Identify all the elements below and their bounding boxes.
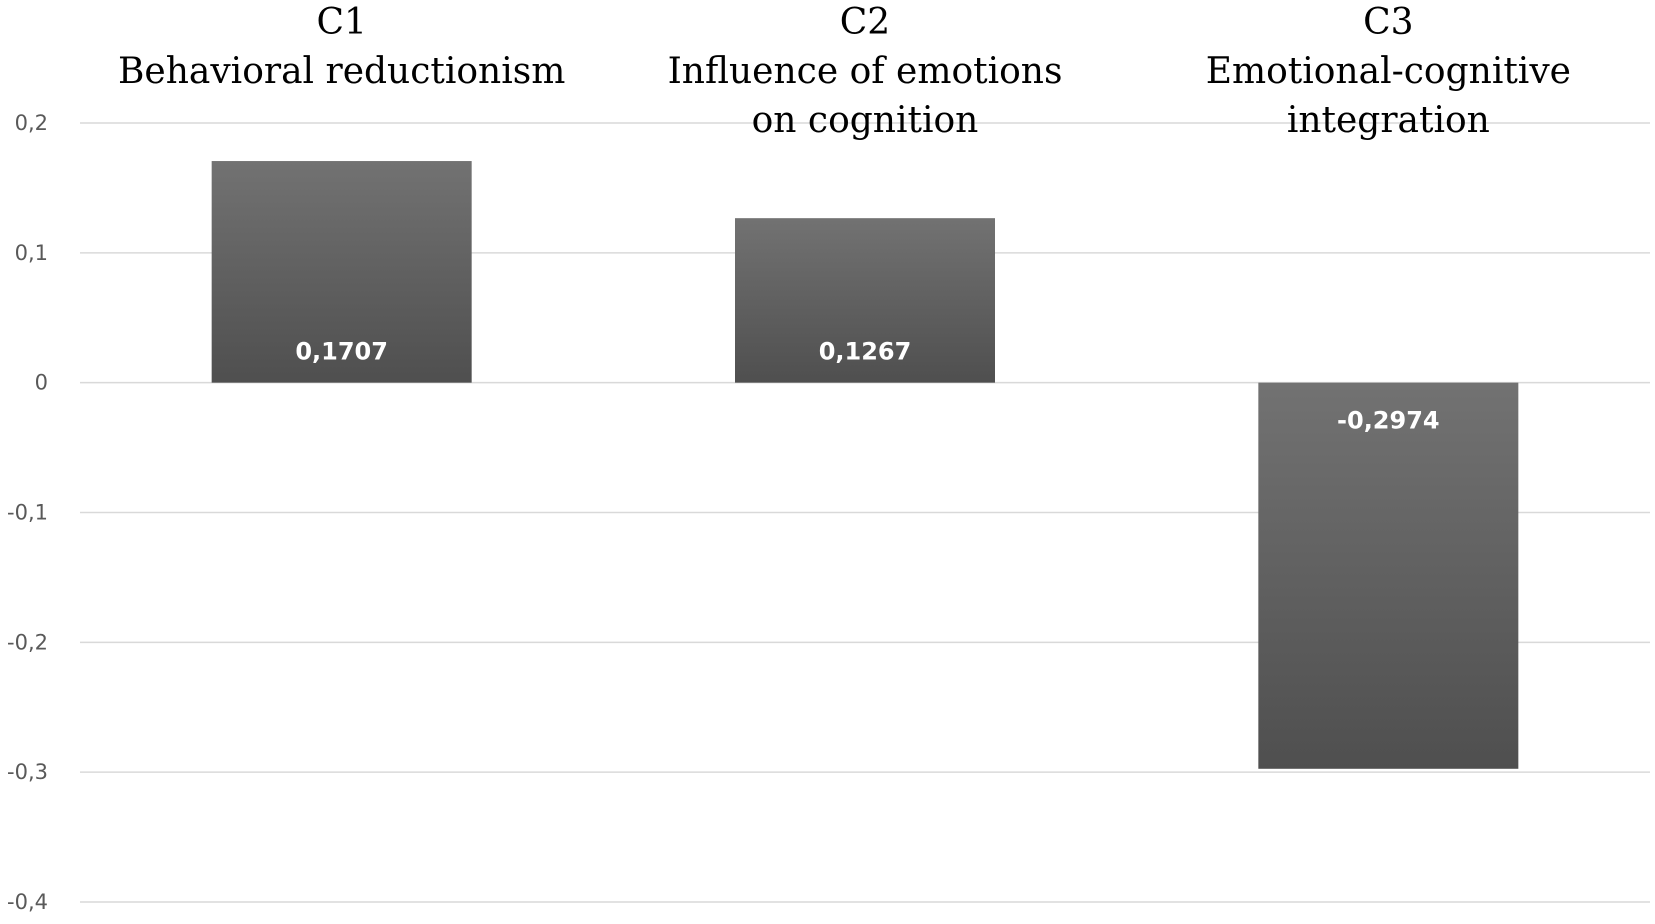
y-tick-label-0: 0,2 [15, 111, 48, 135]
category-name-3-line-1: Emotional-cognitive [1206, 51, 1571, 92]
bars [211, 161, 1519, 769]
bar-3 [1258, 382, 1519, 769]
y-tick-label-3: -0,1 [7, 501, 48, 525]
data-label-3: -0,2974 [1337, 407, 1440, 435]
category-name-1-line-1: Behavioral reductionism [118, 51, 565, 92]
category-code-3: C3 [1363, 2, 1413, 43]
y-tick-label-5: -0,3 [7, 760, 48, 784]
category-code-2: C2 [840, 2, 890, 43]
y-tick-label-1: 0,1 [15, 241, 48, 265]
y-tick-label-6: -0,4 [7, 890, 48, 914]
y-axis-tick-labels: 0,2 0,1 0 -0,1 -0,2 -0,3 -0,4 [7, 111, 48, 914]
category-name-2-line-1: Influence of emotions [668, 51, 1063, 92]
bar-2 [735, 218, 995, 383]
data-label-2: 0,1267 [819, 338, 912, 366]
category-name-2-line-2: on cognition [752, 100, 979, 141]
y-tick-label-4: -0,2 [7, 630, 48, 654]
category-name-3-line-2: integration [1287, 100, 1490, 141]
y-tick-label-2: 0 [35, 371, 48, 395]
category-code-1: C1 [316, 2, 366, 43]
data-label-1: 0,1707 [295, 338, 388, 366]
bar-1 [211, 161, 472, 383]
category-labels: C1 Behavioral reductionism C2 Influence of … [118, 2, 1571, 141]
data-labels: 0,1707 0,1267 -0,2974 [295, 338, 1439, 435]
